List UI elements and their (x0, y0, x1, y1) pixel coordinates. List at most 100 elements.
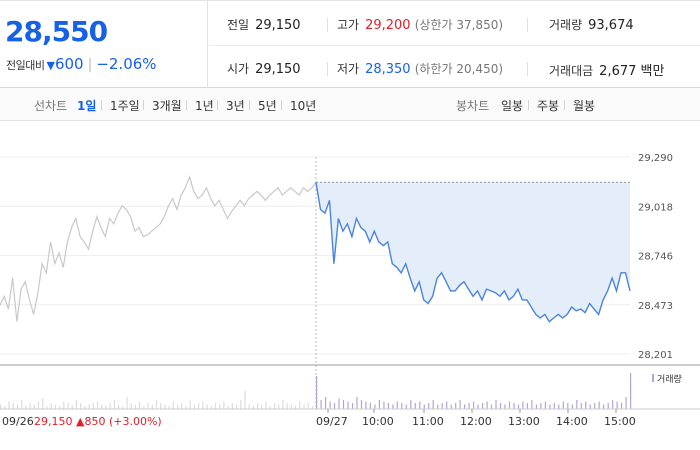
volume-bar (290, 404, 292, 409)
volume-bar (531, 400, 533, 409)
volume-bar (580, 403, 582, 409)
tab-1week[interactable]: 1주일 (110, 99, 140, 113)
volume-bar (585, 401, 587, 409)
volume-bar (589, 404, 591, 409)
volume-bar (96, 401, 99, 409)
volume-bar (54, 404, 56, 409)
stat-prev-close: 전일 29,150 (227, 16, 301, 33)
volume-bar (130, 403, 132, 409)
volume-bar (282, 400, 284, 409)
tab-10years[interactable]: 10년 (290, 99, 317, 113)
volume-bar (92, 403, 94, 409)
volume-bar (219, 404, 221, 409)
volume-bar (562, 401, 564, 409)
volume-bar (612, 400, 614, 409)
stat-upper-limit: (상한가 37,850) (414, 18, 504, 32)
line-chart-label: 선차트 (34, 99, 68, 113)
volume-bar (526, 403, 528, 409)
tab-3months[interactable]: 3개월 (152, 99, 182, 113)
stat-low: 저가 28,350 (하한가 20,450) (337, 60, 503, 77)
volume-bar (419, 401, 421, 409)
volume-bar (396, 401, 398, 409)
volume-bar (320, 400, 322, 409)
volume-bar (164, 404, 166, 409)
volume-bar (540, 403, 542, 409)
tab-separator (217, 100, 218, 110)
prev-day-info: 29,150 ▲850 (+3.00%) (34, 415, 162, 428)
volume-bar (338, 398, 340, 409)
volume-legend: 거래량 (657, 373, 682, 385)
stat-low-label: 저가 (337, 62, 360, 76)
volume-bar (374, 404, 376, 409)
x-tick-label: 12:00 (460, 415, 492, 428)
x-tick-label: 10:00 (362, 415, 394, 428)
volume-bar (257, 403, 259, 409)
volume-bar (16, 404, 19, 409)
stat-volume: 거래량 93,674 (549, 16, 634, 33)
change-label: 전일대비 (6, 59, 45, 72)
stat-trade-value-label: 거래대금 (549, 64, 594, 78)
volume-bar (598, 401, 600, 409)
volume-bar (311, 406, 313, 409)
volume-bar (347, 401, 349, 409)
volume-bar (423, 404, 425, 409)
volume-bar (441, 403, 443, 409)
y-tick-label: 28,201 (638, 350, 673, 361)
tab-monthly-candle[interactable]: 월봉 (573, 99, 596, 113)
volume-bar (206, 404, 208, 409)
volume-bar (118, 404, 120, 409)
volume-bar (168, 406, 170, 409)
volume-bar (455, 403, 457, 409)
today-line (315, 182, 631, 323)
volume-bar (223, 401, 225, 409)
volume-bar (571, 404, 573, 409)
volume-bar (432, 400, 434, 409)
volume-bar (193, 404, 195, 409)
stat-separator (327, 62, 328, 76)
tab-3years[interactable]: 3년 (226, 99, 245, 113)
volume-bar (189, 400, 191, 409)
today-area-fill (316, 182, 630, 322)
volume-bar (410, 400, 412, 409)
volume-bar (109, 403, 111, 409)
y-tick-label: 28,746 (638, 252, 673, 263)
volume-bar (616, 401, 618, 409)
tab-weekly-candle[interactable]: 주봉 (537, 99, 560, 113)
volume-bar (329, 401, 331, 409)
x-tick-label: 11:00 (412, 415, 444, 428)
volume-bar (172, 401, 174, 409)
x-axis: 09/27 10:00 11:00 12:00 13:00 14:00 15:00 (316, 409, 636, 428)
volume-bar (517, 404, 520, 409)
volume-bar (625, 397, 627, 409)
volume-bar (299, 401, 301, 409)
volume-bar (342, 400, 345, 409)
tab-1year[interactable]: 1년 (195, 99, 214, 113)
volume-bar (80, 403, 82, 409)
volume-bar (71, 404, 73, 409)
stock-summary: 28,550 전일대비 ▼600 | −2.06% 전일 29,150 고가 29,200… (0, 0, 700, 89)
stat-lower-limit: (하한가 20,450) (414, 62, 504, 76)
volume-bar (210, 406, 212, 409)
current-price: 28,550 (5, 15, 108, 48)
volume-bar (134, 404, 136, 409)
volume-bar (143, 406, 145, 409)
volume-bar (12, 403, 14, 409)
stats-panel: 전일 29,150 고가 29,200 (상한가 37,850) 거래량 93,674… (209, 1, 700, 89)
stat-high: 고가 29,200 (상한가 37,850) (337, 16, 503, 33)
volume-bar (325, 397, 327, 409)
volume-bar (464, 404, 466, 409)
prev-day-line (0, 175, 317, 322)
volume-legend-swatch (652, 374, 654, 382)
volume-bar (198, 403, 200, 409)
volume-bar (360, 400, 363, 409)
tab-daily-candle[interactable]: 일봉 (501, 99, 524, 113)
x-tick-label: 15:00 (604, 415, 636, 428)
volume-bar (37, 401, 40, 409)
volume-bar (286, 403, 288, 409)
volume-bar (265, 401, 267, 409)
tab-5years[interactable]: 5년 (258, 99, 277, 113)
tab-1day[interactable]: 1일 (77, 99, 97, 113)
volume-bar (535, 404, 537, 409)
price-box: 28,550 전일대비 ▼600 | −2.06% (0, 1, 208, 89)
volume-bar (25, 406, 27, 409)
